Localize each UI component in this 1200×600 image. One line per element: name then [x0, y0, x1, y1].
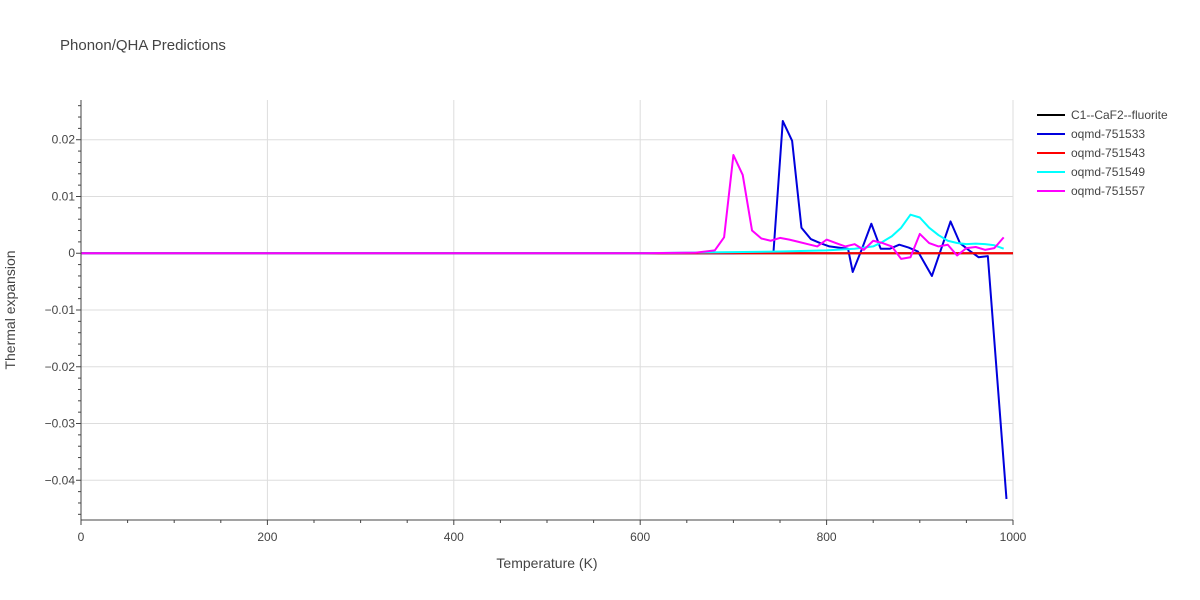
legend-label: oqmd-751549 [1071, 165, 1145, 179]
legend-item[interactable]: oqmd-751549 [1037, 165, 1145, 179]
y-tick-label: −0.02 [45, 360, 76, 374]
grid-layer [81, 100, 1014, 520]
legend-item[interactable]: oqmd-751543 [1037, 146, 1145, 160]
y-tick-label: −0.04 [45, 473, 76, 487]
x-tick-label: 600 [630, 530, 650, 544]
x-tick-label: 200 [257, 530, 277, 544]
y-tick-label: 0.02 [52, 133, 76, 147]
legend-label: oqmd-751533 [1071, 127, 1145, 141]
y-tick-label: −0.03 [45, 417, 76, 431]
x-tick-label: 1000 [1000, 530, 1027, 544]
axis-layer: 0 200 400 600 800 1000 −0.04 −0.03 −0.02 −0.01 0 0.… [45, 100, 1027, 544]
series-line-oqmd-751557 [81, 154, 1005, 260]
chart-title: Phonon/QHA Predictions [60, 37, 226, 54]
legend-label: oqmd-751557 [1071, 184, 1145, 198]
y-tick-label: 0.01 [52, 189, 76, 203]
x-axis-title: Temperature (K) [496, 555, 597, 571]
legend-label: C1--CaF2--fluorite [1071, 108, 1168, 122]
x-tick-label: 800 [817, 530, 837, 544]
y-tick-label: −0.01 [45, 303, 76, 317]
legend-item[interactable]: C1--CaF2--fluorite [1037, 108, 1168, 122]
legend-item[interactable]: oqmd-751533 [1037, 127, 1145, 141]
x-tick-label: 0 [78, 530, 85, 544]
series-layer [81, 120, 1013, 500]
y-axis-title: Thermal expansion [2, 250, 18, 369]
legend-label: oqmd-751543 [1071, 146, 1145, 160]
legend-item[interactable]: oqmd-751557 [1037, 184, 1145, 198]
legend: C1--CaF2--fluorite oqmd-751533 oqmd-751543… [1037, 108, 1168, 198]
x-tick-label: 400 [444, 530, 464, 544]
y-tick-label: 0 [68, 246, 75, 260]
